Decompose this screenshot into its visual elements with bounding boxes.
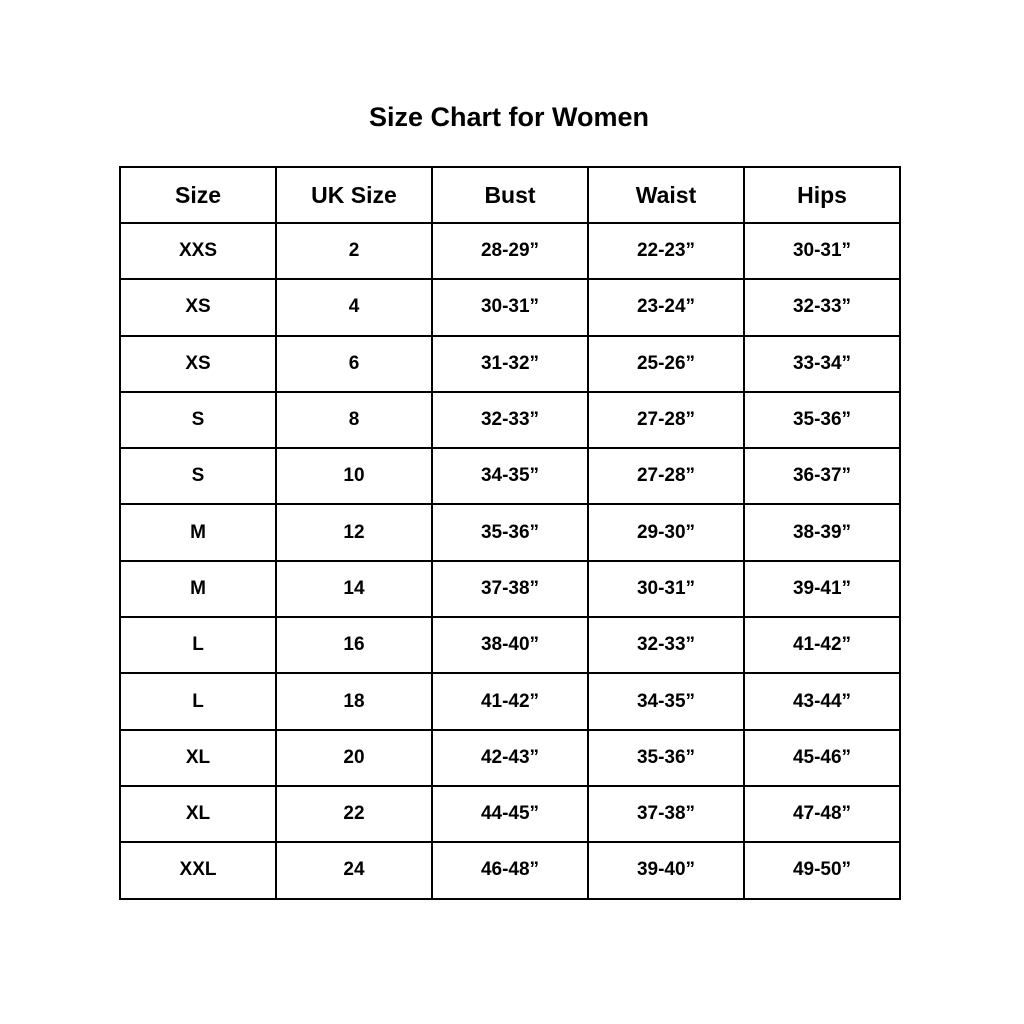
table-cell: M	[119, 559, 277, 619]
table-cell: 4	[275, 278, 433, 337]
table-cell: 37-38”	[587, 784, 745, 844]
column-header: Bust	[431, 166, 589, 224]
table-cell: 24	[275, 841, 433, 900]
table-cell: 41-42”	[743, 616, 901, 675]
table-cell: 39-41”	[743, 559, 901, 619]
table-header-row: Size UK Size Bust Waist Hips	[119, 166, 901, 224]
size-chart-table: Size UK Size Bust Waist Hips XXS 2 28-29” 22-23…	[119, 166, 901, 900]
table-cell: 34-35”	[431, 447, 589, 506]
table-cell: 38-40”	[431, 616, 589, 675]
table-cell: 41-42”	[431, 672, 589, 731]
table-cell: S	[119, 390, 277, 450]
table-cell: 32-33”	[587, 616, 745, 675]
table-cell: 37-38”	[431, 559, 589, 619]
table-cell: 27-28”	[587, 447, 745, 506]
table-row: M 14 37-38” 30-31” 39-41”	[119, 559, 901, 619]
table-cell: L	[119, 672, 277, 731]
table-row: XXS 2 28-29” 22-23” 30-31”	[119, 221, 901, 281]
table-cell: L	[119, 616, 277, 675]
table-cell: M	[119, 503, 277, 562]
table-cell: 22	[275, 784, 433, 844]
table-cell: 44-45”	[431, 784, 589, 844]
column-header: Size	[119, 166, 277, 224]
table-cell: 18	[275, 672, 433, 731]
table-cell: 2	[275, 221, 433, 281]
table-cell: 28-29”	[431, 221, 589, 281]
table-cell: 12	[275, 503, 433, 562]
table-cell: 8	[275, 390, 433, 450]
column-header: UK Size	[275, 166, 433, 224]
table-cell: XS	[119, 278, 277, 337]
table-row: S 10 34-35” 27-28” 36-37”	[119, 447, 901, 506]
table-cell: 46-48”	[431, 841, 589, 900]
table-cell: 6	[275, 334, 433, 393]
table-cell: 47-48”	[743, 784, 901, 844]
table-cell: 42-43”	[431, 728, 589, 787]
table-cell: XS	[119, 334, 277, 393]
table-cell: 33-34”	[743, 334, 901, 393]
column-header: Hips	[743, 166, 901, 224]
table-cell: 14	[275, 559, 433, 619]
table-cell: 29-30”	[587, 503, 745, 562]
table-cell: 16	[275, 616, 433, 675]
table-cell: 36-37”	[743, 447, 901, 506]
table-row: L 16 38-40” 32-33” 41-42”	[119, 616, 901, 675]
table-cell: 38-39”	[743, 503, 901, 562]
table-cell: XL	[119, 784, 277, 844]
table-cell: 30-31”	[743, 221, 901, 281]
table-cell: 43-44”	[743, 672, 901, 731]
table-row: XL 22 44-45” 37-38” 47-48”	[119, 784, 901, 844]
table-cell: 10	[275, 447, 433, 506]
table-cell: 32-33”	[743, 278, 901, 337]
table-cell: XL	[119, 728, 277, 787]
table-cell: S	[119, 447, 277, 506]
table-cell: 22-23”	[587, 221, 745, 281]
table-body: XXS 2 28-29” 22-23” 30-31” XS 4 30-31” 23-24” 32-…	[119, 221, 901, 900]
table-cell: 35-36”	[431, 503, 589, 562]
table-cell: 49-50”	[743, 841, 901, 900]
table-cell: XXS	[119, 221, 277, 281]
table-row: XL 20 42-43” 35-36” 45-46”	[119, 728, 901, 787]
table-cell: 20	[275, 728, 433, 787]
table-cell: 25-26”	[587, 334, 745, 393]
table-row: S 8 32-33” 27-28” 35-36”	[119, 390, 901, 450]
table-row: L 18 41-42” 34-35” 43-44”	[119, 672, 901, 731]
table-cell: 23-24”	[587, 278, 745, 337]
table-row: M 12 35-36” 29-30” 38-39”	[119, 503, 901, 562]
table-cell: 35-36”	[587, 728, 745, 787]
column-header: Waist	[587, 166, 745, 224]
table-cell: 27-28”	[587, 390, 745, 450]
table-cell: 32-33”	[431, 390, 589, 450]
table-cell: 30-31”	[587, 559, 745, 619]
table-row: XXL 24 46-48” 39-40” 49-50”	[119, 841, 901, 900]
table-cell: 34-35”	[587, 672, 745, 731]
table-cell: XXL	[119, 841, 277, 900]
table-row: XS 6 31-32” 25-26” 33-34”	[119, 334, 901, 393]
table-cell: 45-46”	[743, 728, 901, 787]
table-row: XS 4 30-31” 23-24” 32-33”	[119, 278, 901, 337]
table-cell: 31-32”	[431, 334, 589, 393]
page-title: Size Chart for Women	[368, 102, 650, 132]
table-cell: 30-31”	[431, 278, 589, 337]
table-cell: 39-40”	[587, 841, 745, 900]
table-cell: 35-36”	[743, 390, 901, 450]
